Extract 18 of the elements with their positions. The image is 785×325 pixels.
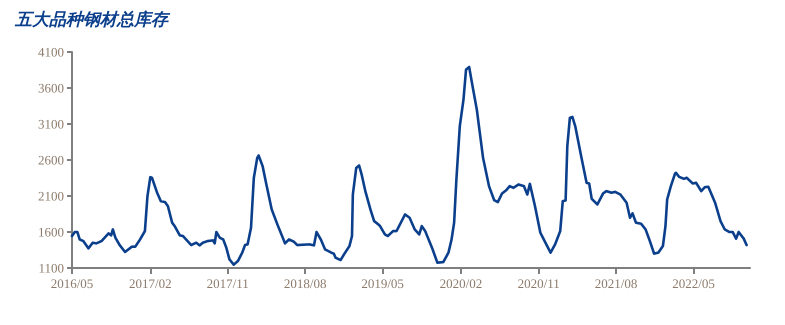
- x-tick-label: 2016/05: [50, 276, 94, 291]
- x-tick-label: 2018/08: [284, 276, 326, 291]
- y-tick-label: 3100: [38, 116, 64, 132]
- x-tick-label: 2017/11: [206, 276, 249, 291]
- line-series: [70, 66, 748, 266]
- y-tick-label: 2600: [38, 152, 64, 168]
- x-tick-label: 2021/08: [594, 276, 638, 291]
- y-tick-label: 4100: [38, 44, 64, 60]
- y-tick-label: 2100: [38, 188, 64, 204]
- y-tick-label: 3600: [38, 80, 64, 96]
- y-tick-label: 1600: [38, 224, 64, 240]
- x-tick-label: 2019/05: [361, 276, 404, 291]
- y-tick-label: 1100: [38, 260, 64, 276]
- chart-title: 五大品种钢材总库存: [14, 10, 171, 29]
- x-tick-label: 2020/02: [440, 276, 482, 291]
- x-tick-label: 2017/02: [128, 276, 172, 291]
- x-tick-label: 2020/11: [518, 276, 560, 291]
- x-tick-label: 2022/05: [672, 276, 715, 291]
